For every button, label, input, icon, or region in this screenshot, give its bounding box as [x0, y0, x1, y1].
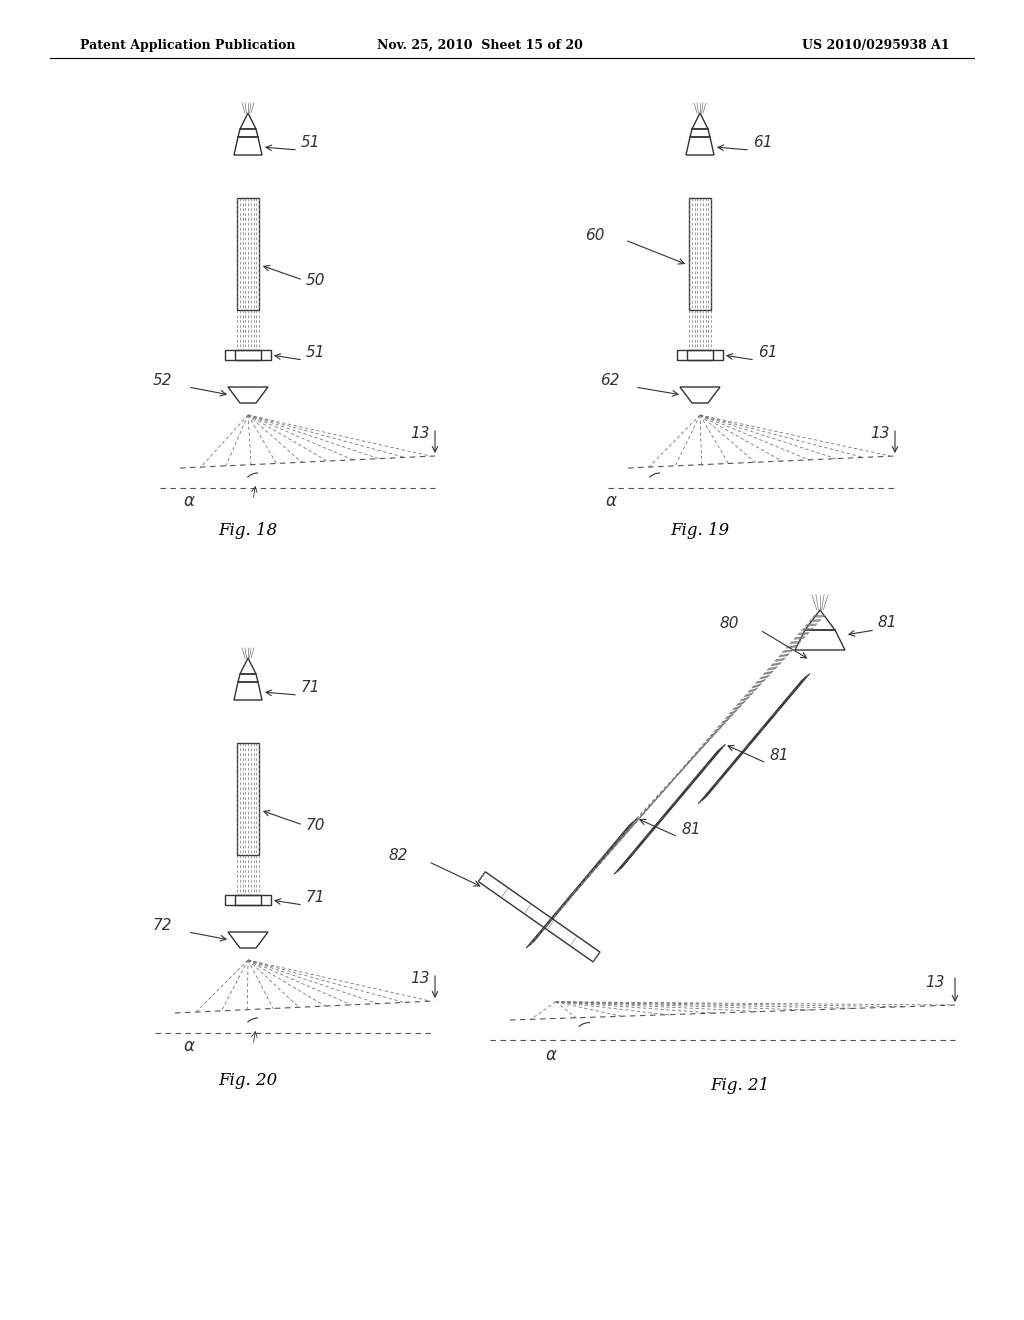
Bar: [237, 198, 259, 310]
Text: Fig. 18: Fig. 18: [218, 521, 278, 539]
Text: 81: 81: [878, 615, 897, 630]
Text: 51: 51: [306, 345, 326, 360]
Text: 81: 81: [769, 748, 788, 763]
Text: 72: 72: [153, 917, 172, 933]
Text: 52: 52: [153, 374, 172, 388]
Text: Fig. 19: Fig. 19: [671, 521, 730, 539]
Bar: [234, 895, 261, 906]
Text: 13: 13: [925, 975, 944, 990]
Text: Patent Application Publication: Patent Application Publication: [80, 38, 296, 51]
Bar: [677, 350, 723, 360]
Text: 50: 50: [306, 273, 326, 288]
Text: 71: 71: [301, 680, 321, 696]
Text: 61: 61: [753, 135, 772, 150]
Text: 82: 82: [388, 847, 408, 862]
Text: 70: 70: [306, 818, 326, 833]
Text: 71: 71: [306, 890, 326, 906]
Bar: [234, 350, 261, 360]
Text: $\alpha$: $\alpha$: [183, 1038, 196, 1055]
Bar: [689, 198, 711, 310]
Bar: [687, 350, 713, 360]
Text: 51: 51: [301, 135, 321, 150]
Text: $\alpha$: $\alpha$: [183, 492, 196, 510]
Bar: [225, 350, 271, 360]
Text: 60: 60: [585, 228, 604, 243]
Text: US 2010/0295938 A1: US 2010/0295938 A1: [803, 38, 950, 51]
Text: 13: 13: [410, 972, 429, 986]
Text: Fig. 20: Fig. 20: [218, 1072, 278, 1089]
Text: Fig. 21: Fig. 21: [711, 1077, 770, 1094]
Text: 81: 81: [681, 822, 700, 837]
Text: 80: 80: [720, 616, 739, 631]
Bar: [237, 743, 259, 855]
Text: Nov. 25, 2010  Sheet 15 of 20: Nov. 25, 2010 Sheet 15 of 20: [377, 38, 583, 51]
Text: 61: 61: [758, 345, 777, 360]
Bar: [225, 895, 271, 906]
Text: $\alpha$: $\alpha$: [605, 492, 617, 510]
Text: 13: 13: [410, 426, 429, 441]
Text: 13: 13: [870, 426, 890, 441]
Text: 62: 62: [600, 374, 620, 388]
Text: $\alpha$: $\alpha$: [545, 1045, 558, 1064]
